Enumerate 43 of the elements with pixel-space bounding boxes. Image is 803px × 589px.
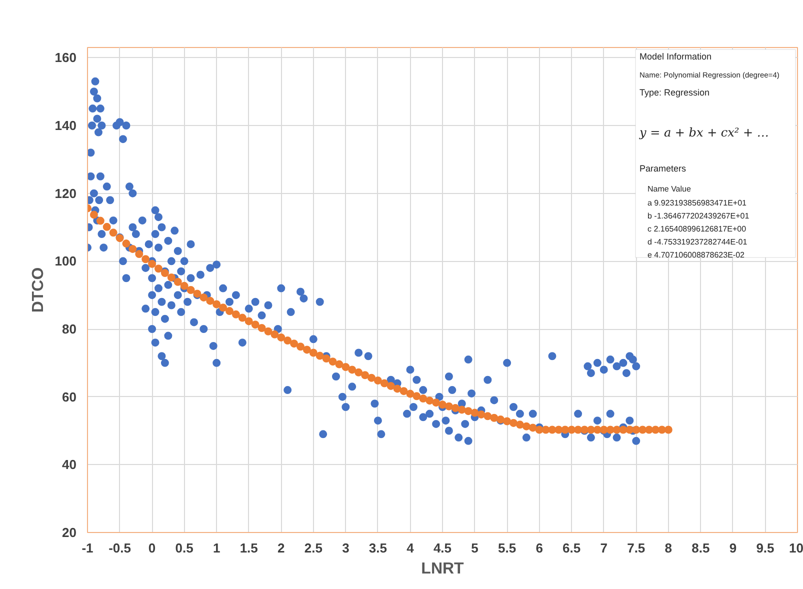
x-tick-label: 5.5 <box>498 540 516 556</box>
annotation: c 2.165408996126817E+00 <box>648 224 747 234</box>
x-tick-label: 9 <box>729 540 737 556</box>
y-tick-label: 80 <box>62 322 77 337</box>
x-tick-label: 5 <box>471 540 478 556</box>
x-tick-label: 1 <box>212 540 220 556</box>
x-axis-title: LNRT <box>421 560 464 578</box>
x-tick-label: 7.5 <box>627 540 646 556</box>
x-tick-label: 8 <box>664 540 672 556</box>
annotation: d -4.753319237282744E-01 <box>648 238 748 246</box>
annotation: e 4.707106008878623E-02 <box>648 250 746 260</box>
x-tick-label: 0.5 <box>175 540 194 556</box>
y-tick-label: 40 <box>62 457 77 472</box>
annotation: Name Value <box>648 184 692 194</box>
annotation: Type: Regression <box>640 88 710 98</box>
x-tick-label: 8.5 <box>692 540 710 556</box>
x-tick-label: 6 <box>536 540 543 556</box>
y-axis-title: DTCO <box>30 267 47 313</box>
y-tick-label: 160 <box>54 50 77 66</box>
y-tick-label: 20 <box>62 525 77 540</box>
annotation: b -1.364677202439267E+01 <box>648 212 750 220</box>
x-tick-label: 3 <box>342 540 350 556</box>
x-tick-label: 0 <box>148 540 156 556</box>
x-tick-label: -0.5 <box>108 540 131 556</box>
x-tick-label: 1.5 <box>240 540 258 556</box>
annotation: a 9.923193856983471E+01 <box>648 198 748 208</box>
x-tick-label: 10 <box>789 540 803 556</box>
x-tick-label: 2 <box>278 540 285 556</box>
x-tick-label: 6.5 <box>562 540 581 556</box>
x-tick-label: 9.5 <box>756 540 774 556</box>
y-tick-label: 120 <box>54 186 77 201</box>
x-tick-label: 4 <box>406 540 415 556</box>
x-tick-label: 7 <box>600 540 608 556</box>
x-tick-label: -1 <box>82 540 94 556</box>
annotation: Model Information <box>640 52 712 62</box>
y-tick-label: 100 <box>54 254 77 269</box>
y-tick-label: 60 <box>62 389 77 404</box>
annotation: y = a + bx + cx² + … <box>638 126 769 140</box>
x-tick-label: 3.5 <box>368 540 387 556</box>
x-tick-label: 4.5 <box>433 540 452 556</box>
y-tick-label: 140 <box>54 118 77 134</box>
annotation: Parameters <box>640 164 687 174</box>
x-tick-label: 2.5 <box>304 540 322 556</box>
